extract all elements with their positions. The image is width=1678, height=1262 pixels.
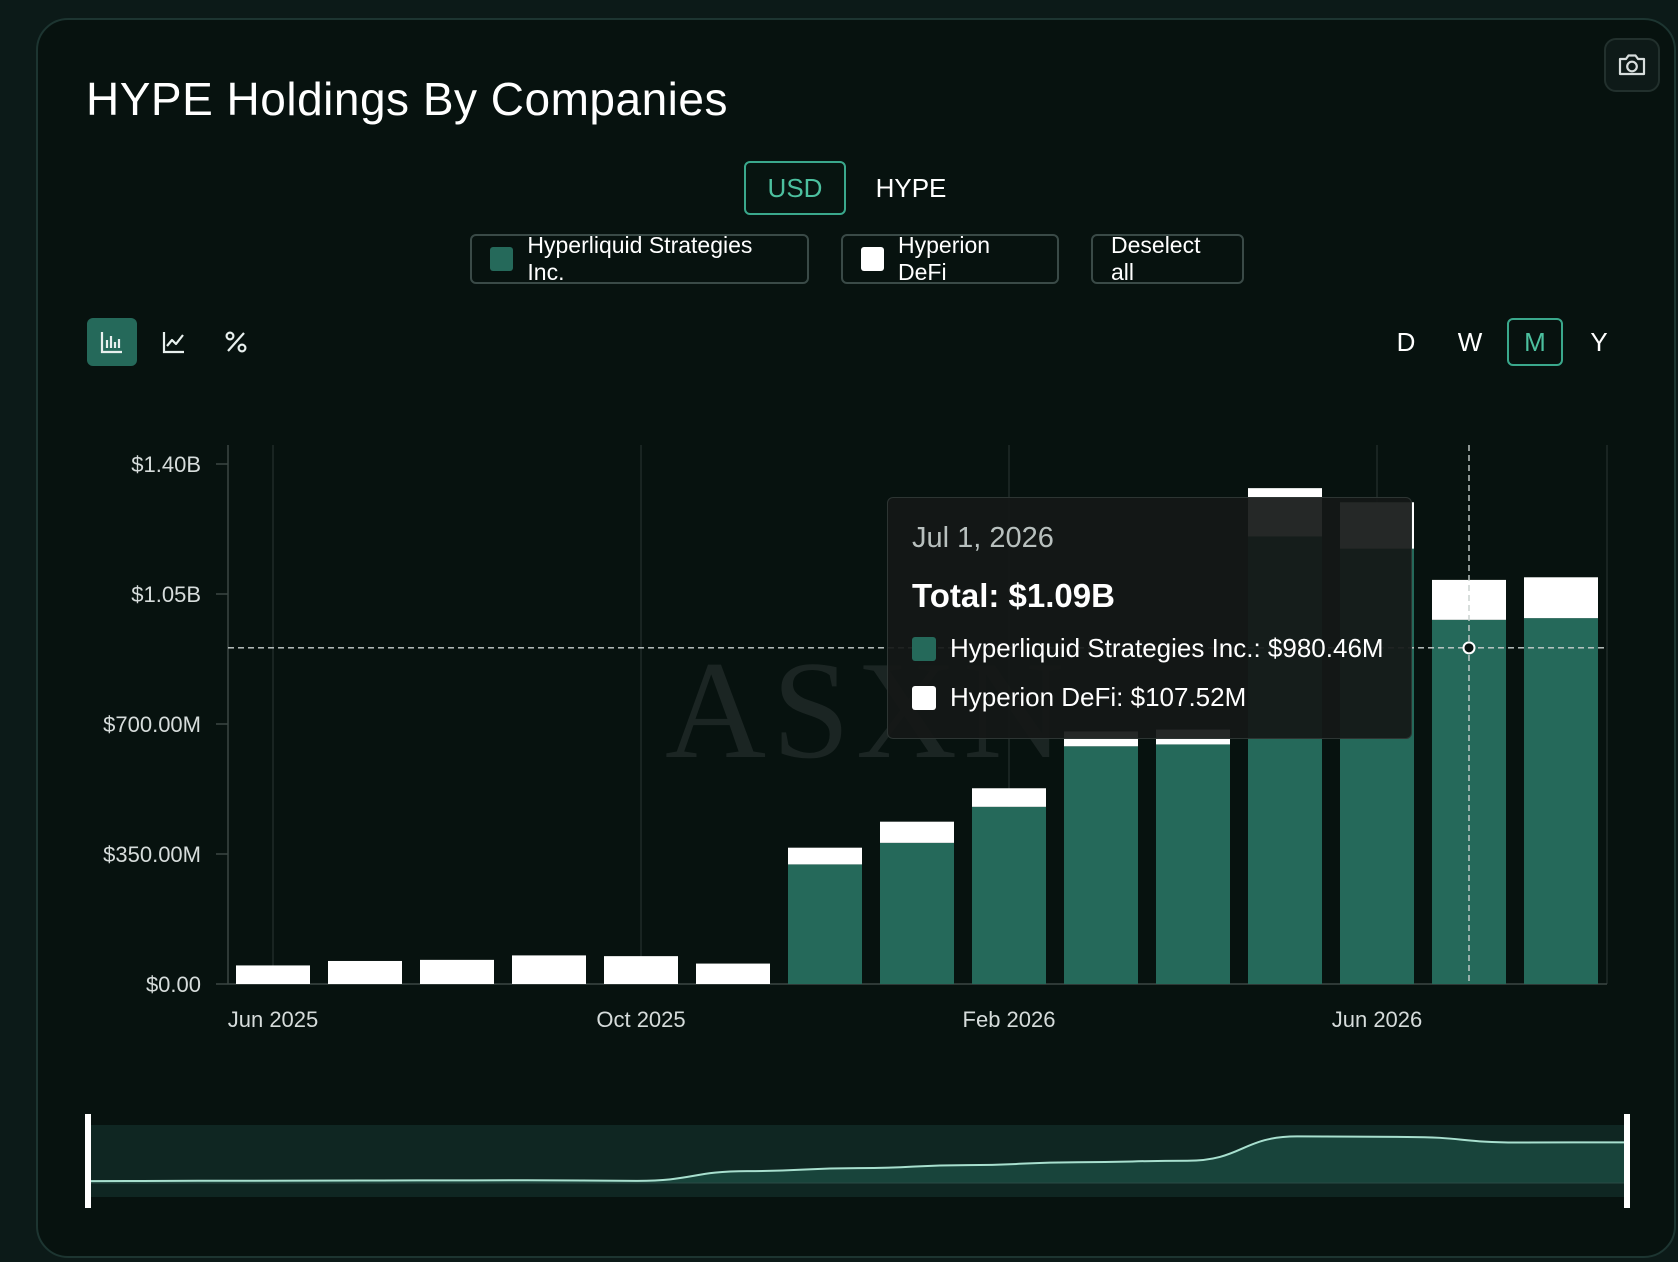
bar-hyperion: [1524, 577, 1598, 619]
legend-label: Hyperliquid Strategies Inc.: [527, 232, 753, 285]
bar-hyperion: [328, 960, 402, 984]
navigator-right-handle[interactable]: [1624, 1114, 1630, 1208]
y-tick-label: $350.00M: [103, 842, 201, 867]
legend-swatch-hyperliquid: [490, 247, 514, 271]
bar-hyperion: [236, 965, 310, 984]
period-day-button[interactable]: D: [1396, 326, 1416, 357]
tooltip-date: Jul 1, 2026: [912, 522, 1054, 554]
unit-hype-button[interactable]: HYPE: [875, 172, 947, 203]
legend-hyperliquid-strategies[interactable]: Hyperliquid Strategies Inc.: [470, 232, 809, 285]
bar-hyperion: [788, 847, 862, 865]
navigator-area: [88, 1136, 1627, 1183]
y-tick-label: $1.40B: [131, 452, 201, 477]
x-tick-label: Oct 2025: [596, 1007, 685, 1032]
tooltip-row-label: Hyperion DeFi: $107.52M: [950, 682, 1247, 712]
bar-hyperion: [880, 821, 954, 843]
crosshair-point: [1462, 641, 1476, 655]
bar-hyperion: [512, 955, 586, 984]
legend-label: Hyperion DeFi: [898, 232, 991, 285]
bar-hyperliquid: [788, 864, 862, 984]
tooltip-row-hyperion: Hyperion DeFi: $107.52M: [912, 682, 1387, 713]
navigator-line: [87, 1135, 1628, 1183]
y-tick-label: $0.00: [146, 972, 201, 997]
navigator-left-handle[interactable]: [85, 1114, 91, 1208]
legend-swatch-hyperion: [861, 247, 885, 271]
period-week-button[interactable]: W: [1457, 326, 1483, 357]
y-tick-label: $700.00M: [103, 712, 201, 737]
tooltip-swatch: [912, 685, 936, 710]
line-chart-icon: [162, 332, 184, 354]
bar-hyperion: [420, 959, 494, 984]
bar-hyperliquid: [1064, 746, 1138, 984]
deselect-all-button[interactable]: Deselect all: [1091, 232, 1244, 285]
x-tick-label: Feb 2026: [963, 1007, 1056, 1032]
bar-hyperion: [696, 963, 770, 984]
screenshot-button[interactable]: [1604, 38, 1660, 92]
y-tick-label: $1.05B: [131, 582, 201, 607]
x-tick-label: Jun 2025: [228, 1007, 319, 1032]
tooltip-swatch: [912, 636, 936, 661]
period-month-button[interactable]: M: [1507, 318, 1563, 366]
period-year-button[interactable]: Y: [1590, 326, 1608, 357]
percent-icon: [225, 331, 247, 353]
tooltip-total: Total: $1.09B: [912, 577, 1115, 614]
bar-hyperliquid: [1524, 618, 1598, 984]
bar-chart-icon: [100, 332, 122, 354]
bar-hyperliquid: [880, 842, 954, 984]
legend-hyperion-defi[interactable]: Hyperion DeFi: [841, 232, 1059, 285]
bar-hyperliquid: [1156, 744, 1230, 984]
x-tick-label: Jun 2026: [1332, 1007, 1423, 1032]
camera-icon: [1618, 54, 1646, 76]
percent-button[interactable]: [211, 318, 261, 366]
tooltip-row-hyperliquid: Hyperliquid Strategies Inc.: $980.46M: [912, 633, 1387, 664]
unit-usd-button[interactable]: USD: [744, 161, 846, 215]
bar-hyperion: [972, 788, 1046, 807]
chart-tooltip: Jul 1, 2026 Total: $1.09B Hyperliquid St…: [887, 497, 1412, 739]
line-chart-button[interactable]: [149, 318, 199, 366]
bar-hyperliquid: [972, 806, 1046, 984]
bar-chart-button[interactable]: [87, 318, 137, 366]
bar-hyperion: [604, 956, 678, 984]
tooltip-row-label: Hyperliquid Strategies Inc.: $980.46M: [950, 633, 1384, 663]
page-title: HYPE Holdings By Companies: [86, 73, 728, 125]
